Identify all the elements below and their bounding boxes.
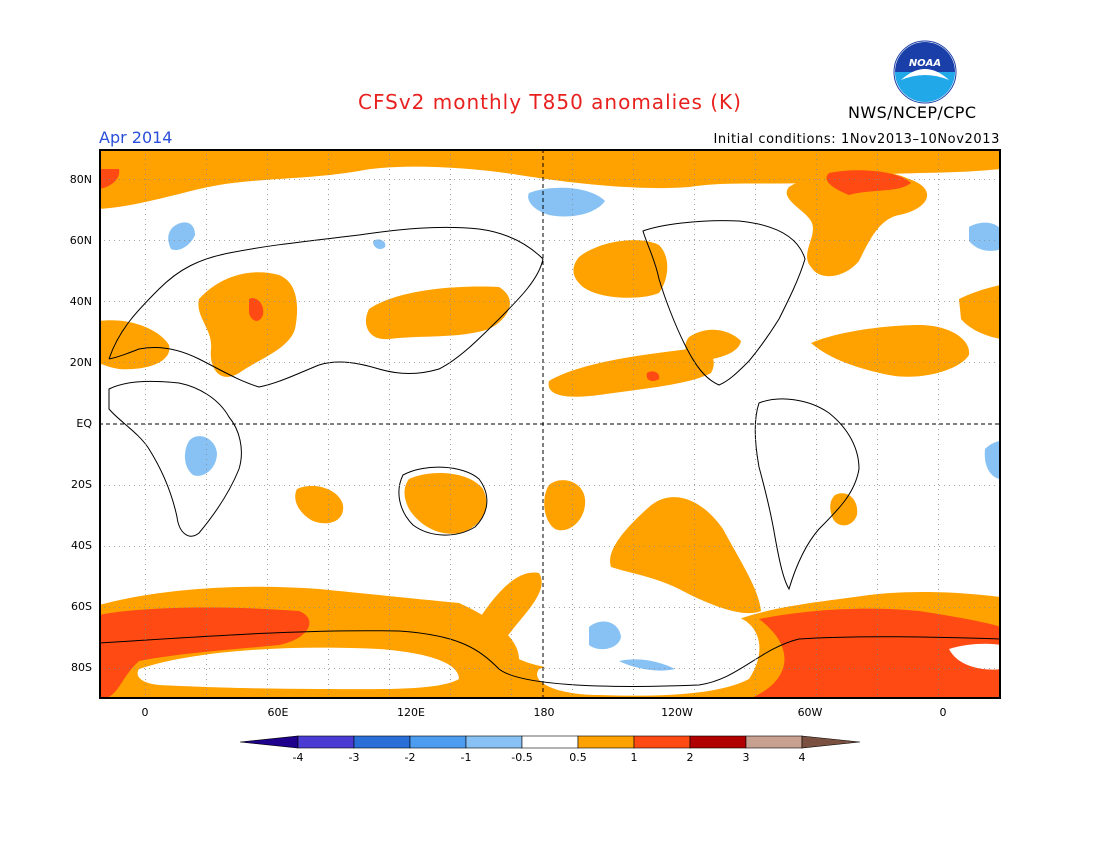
anomaly-middle-east-core — [249, 298, 264, 321]
colorbar-label: -3 — [348, 751, 360, 764]
colorbar-label: -2 — [404, 751, 416, 764]
anomaly-middle-east — [198, 272, 298, 377]
coastline-north-america — [642, 220, 806, 386]
colorbar-label: -0.5 — [511, 751, 533, 764]
anomaly-south-america-east — [830, 493, 858, 526]
map-title: CFSv2 monthly T850 anomalies (K) — [358, 90, 742, 114]
anomaly-greenland — [786, 169, 928, 277]
reference-lines — [99, 149, 1001, 699]
latitude-label: 60S — [71, 600, 92, 613]
antarctic-neutral-area — [137, 647, 459, 690]
anomaly-southern-ocean-core-east — [749, 608, 1001, 699]
anomaly-east-atlantic — [959, 285, 1001, 339]
anomaly-north-atlantic — [811, 325, 970, 377]
colorbar-segment — [801, 735, 861, 749]
colorbar-segment — [353, 735, 411, 749]
colorbar-segment — [409, 735, 467, 749]
colorbar-segment — [297, 735, 355, 749]
coastline-south-america — [754, 398, 860, 591]
latitude-label: 40S — [71, 539, 92, 552]
anomaly-negative-scandinavia-east — [969, 222, 1001, 251]
anomaly-tropical-east-pacific-core — [646, 371, 660, 381]
colorbar-segment — [633, 735, 691, 749]
coastline-australia — [398, 466, 488, 536]
anomaly-arctic-left-core — [99, 169, 120, 189]
anomaly-arctic-band — [99, 149, 1001, 209]
colorbar-label: 0.5 — [569, 751, 587, 764]
anomaly-west-pacific — [365, 286, 510, 340]
colorbar-segment — [239, 735, 299, 749]
longitude-label: 180 — [533, 706, 555, 719]
noaa-logo: NOAA — [893, 40, 957, 104]
colorbar-segment — [521, 735, 579, 749]
anomaly-south-pacific-west — [544, 480, 586, 531]
valid-month-label: Apr 2014 — [99, 128, 173, 147]
longitude-label: 120W — [661, 706, 693, 719]
anomaly-map — [99, 149, 1001, 699]
latitude-label: 80S — [71, 661, 92, 674]
anomaly-tropical-east-pacific — [548, 348, 714, 397]
initial-conditions-label: Initial conditions: 1Nov2013–10Nov2013 — [713, 132, 1000, 147]
colorbar-label: -4 — [292, 751, 304, 764]
colorbar-segment — [689, 735, 747, 749]
longitude-label: 0 — [141, 706, 149, 719]
anomaly-negative-ross-sea — [589, 621, 621, 650]
latitude-label: 20S — [71, 478, 92, 491]
longitude-label: 60E — [267, 706, 289, 719]
agency-label: NWS/NCEP/CPC — [848, 103, 977, 122]
anomaly-negative-scandinavia — [168, 222, 195, 251]
latitude-label: 60N — [69, 234, 92, 247]
map-frame — [99, 149, 1001, 699]
anomaly-negative-arctic — [528, 187, 605, 217]
anomaly-negative-siberia — [373, 239, 386, 249]
anomaly-negative-antarctic-strip — [619, 659, 675, 671]
latitude-label: 80N — [69, 173, 92, 186]
anomaly-greenland-core — [826, 170, 911, 195]
colorbar-segment — [577, 735, 635, 749]
colorbar-label: 4 — [798, 751, 806, 764]
anomaly-indian-ocean — [295, 485, 344, 524]
colorbar-segment — [745, 735, 803, 749]
latitude-label: 20N — [69, 356, 92, 369]
latitude-label: 40N — [69, 295, 92, 308]
colorbar-segment — [465, 735, 523, 749]
colorbar-label: 2 — [686, 751, 694, 764]
antarctic-neutral-area-far-east — [949, 643, 1001, 670]
colorbar-label: -1 — [460, 751, 472, 764]
anomaly-mexico — [685, 329, 741, 361]
coastline-eurasia — [108, 226, 544, 388]
coastlines — [99, 220, 1001, 687]
colorbar-label: 1 — [630, 751, 638, 764]
anomaly-negative-africa — [184, 436, 217, 476]
anomaly-southern-ocean-core-west — [99, 607, 310, 699]
longitude-label: 120E — [397, 706, 425, 719]
longitude-label: 60W — [797, 706, 823, 719]
colorbar-label: 3 — [742, 751, 750, 764]
anomaly-australia — [404, 473, 487, 534]
colorbar — [239, 735, 861, 749]
coastline-antarctica — [99, 630, 1001, 687]
anomaly-negative-brazil — [984, 441, 1001, 479]
longitude-label: 0 — [939, 706, 947, 719]
coastline-africa — [108, 380, 242, 537]
anomaly-northeast-pacific — [573, 240, 668, 298]
latitude-label: EQ — [76, 417, 92, 430]
logo-text: NOAA — [909, 58, 941, 69]
anomaly-south-pacific-east — [610, 497, 761, 614]
antarctic-neutral-area-east — [537, 615, 760, 696]
